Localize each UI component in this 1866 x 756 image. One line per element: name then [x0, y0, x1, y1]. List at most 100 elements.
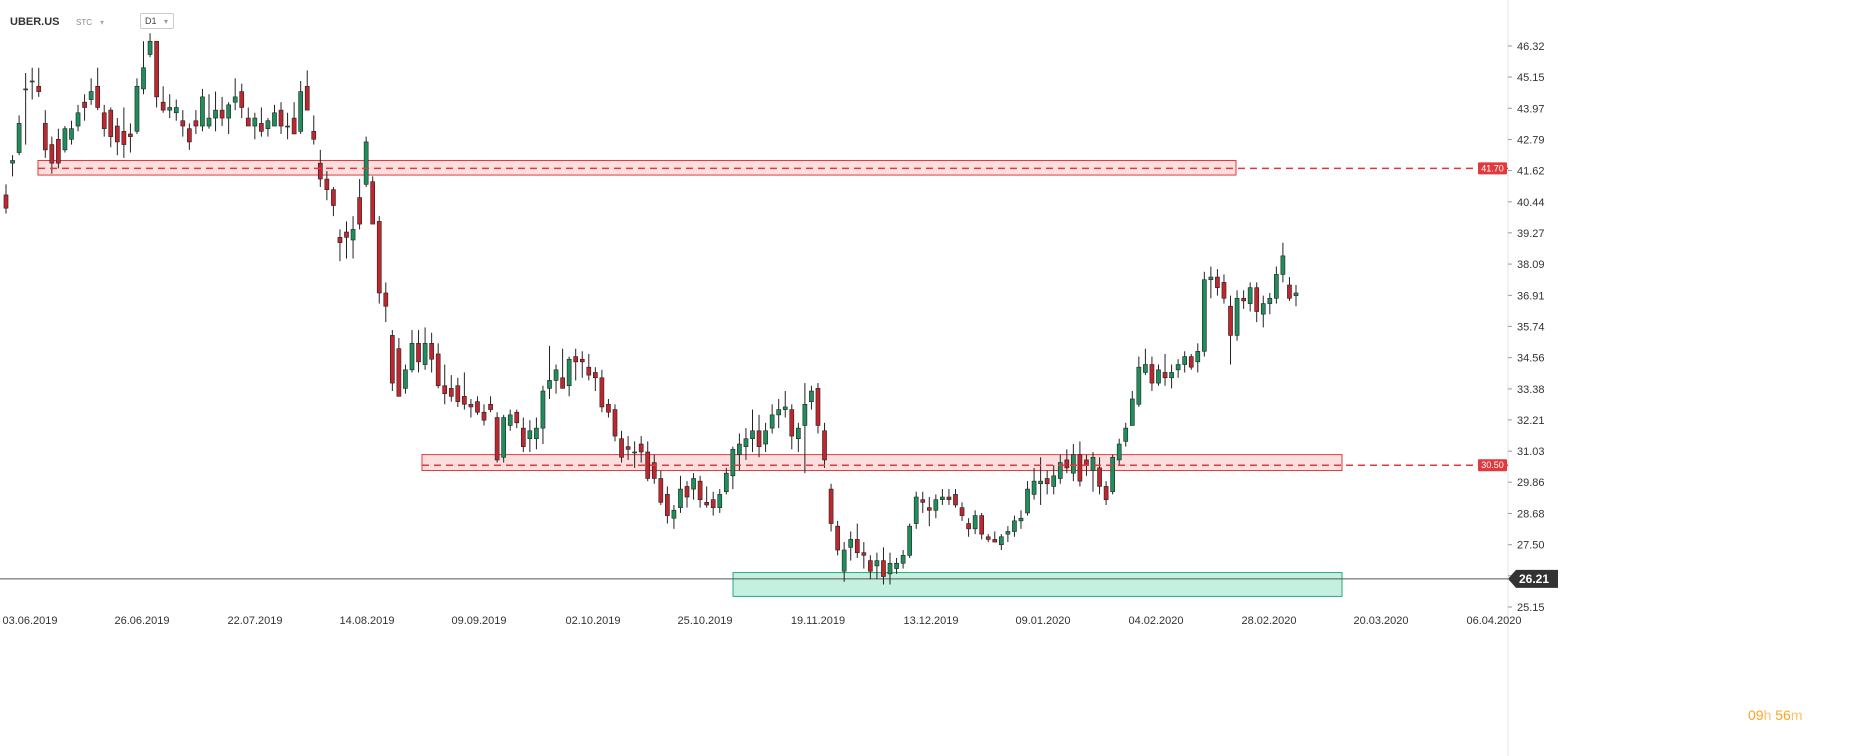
candle-body-bear [586, 366, 592, 376]
candle-body-bear [1097, 467, 1102, 487]
candle-body-bull [750, 430, 755, 440]
candle-body-bear [416, 343, 421, 363]
candle-body-bear [344, 231, 349, 238]
candle [887, 552, 893, 585]
x-tick-label: 03.06.2019 [2, 615, 57, 627]
candle-body-bull [1201, 279, 1207, 352]
candle-body-bear [573, 356, 579, 363]
candle-body-bull [23, 88, 28, 91]
candle-body-bear [108, 109, 114, 137]
candle-body-bear [455, 385, 461, 402]
candle-body-bull [88, 91, 94, 100]
timeframe-select[interactable]: D1 [140, 13, 174, 29]
candle [494, 412, 500, 463]
candle [802, 383, 808, 474]
candle-body-bear [396, 348, 402, 397]
candle [1051, 465, 1057, 495]
candle-body-bear [704, 502, 709, 506]
candle-body-bear [390, 335, 395, 384]
candle [481, 404, 487, 426]
candle-body-bull [213, 109, 218, 119]
candle [1116, 438, 1122, 466]
candle [756, 414, 762, 458]
candle-body-bear [920, 499, 926, 503]
candle [114, 118, 120, 156]
candle-body-bull [29, 80, 35, 83]
timeframe-chevron-down-icon[interactable]: ▾ [164, 17, 169, 26]
candle-body-bear [1241, 297, 1246, 302]
candle [23, 73, 28, 145]
candle [10, 155, 15, 177]
source-label[interactable]: STC [76, 18, 92, 27]
y-tick-label: 38.09 [1517, 259, 1545, 271]
x-tick-label: 22.07.2019 [227, 615, 282, 627]
candle [1260, 295, 1266, 328]
candle [900, 550, 906, 569]
candle-body-bear [121, 131, 127, 145]
candle-body-bear [926, 507, 932, 511]
candle [979, 512, 985, 540]
candle-body-bull [540, 390, 546, 429]
candle [534, 417, 539, 450]
candle-body-bear [1103, 486, 1109, 500]
candle [1156, 364, 1161, 386]
candle [1293, 285, 1299, 307]
candle-body-bull [1116, 443, 1122, 461]
candle [658, 470, 664, 505]
candle-body-bull [1156, 369, 1161, 384]
candle-body-bear [1254, 287, 1260, 312]
candle-body-bear [448, 388, 454, 397]
y-tick-label: 39.27 [1517, 228, 1545, 240]
candle-body-bear [638, 443, 644, 453]
candle [632, 441, 637, 468]
candle [520, 417, 526, 452]
candle-body-bull [422, 343, 428, 365]
candle-body-bull [1195, 350, 1201, 363]
candle-body-bull [298, 91, 304, 132]
candle [239, 83, 245, 119]
candle [147, 33, 153, 58]
candle [998, 534, 1004, 551]
chart-header: UBER.US STC ▾ D1 ▾ [0, 0, 1866, 29]
candle [815, 383, 821, 434]
x-tick-label: 26.06.2019 [114, 615, 169, 627]
candle-body-bear [311, 131, 317, 140]
candle-body-bear [324, 178, 330, 190]
candle-body-bear [475, 401, 480, 413]
candle-body-bear [953, 494, 958, 506]
candle [304, 70, 310, 111]
candle-body-bear [383, 292, 389, 307]
candle-body-bull [907, 525, 912, 556]
candle [553, 364, 559, 394]
candle [95, 67, 101, 111]
candle-body-bear [95, 85, 101, 108]
candle-body-bear [520, 427, 526, 447]
candle [1280, 242, 1286, 283]
y-tick-label: 35.74 [1517, 321, 1545, 333]
candle [337, 229, 343, 262]
candle-body-bear [756, 430, 762, 447]
candle-body-bull [900, 555, 906, 564]
candle [645, 441, 651, 482]
candle-body-bull [1110, 456, 1115, 493]
level-price-badge [1478, 162, 1507, 175]
candle [704, 486, 709, 508]
y-tick-label: 36.91 [1517, 290, 1545, 302]
candle [796, 422, 801, 452]
candle-body-bear [789, 409, 795, 437]
candle-body-bear [599, 377, 605, 408]
resistance-zone [421, 454, 1343, 472]
candle [75, 104, 81, 132]
symbol-label: UBER.US [10, 16, 60, 28]
candle [363, 136, 369, 187]
candle-body-bear [1077, 454, 1083, 482]
candle [586, 353, 592, 381]
candle [1287, 277, 1292, 301]
candle-body-bear [429, 343, 434, 360]
candle [1025, 481, 1030, 516]
candle [1267, 292, 1273, 315]
candle-body-bear [317, 162, 323, 180]
source-chevron-down-icon[interactable]: ▾ [100, 18, 105, 27]
candle [36, 67, 42, 97]
